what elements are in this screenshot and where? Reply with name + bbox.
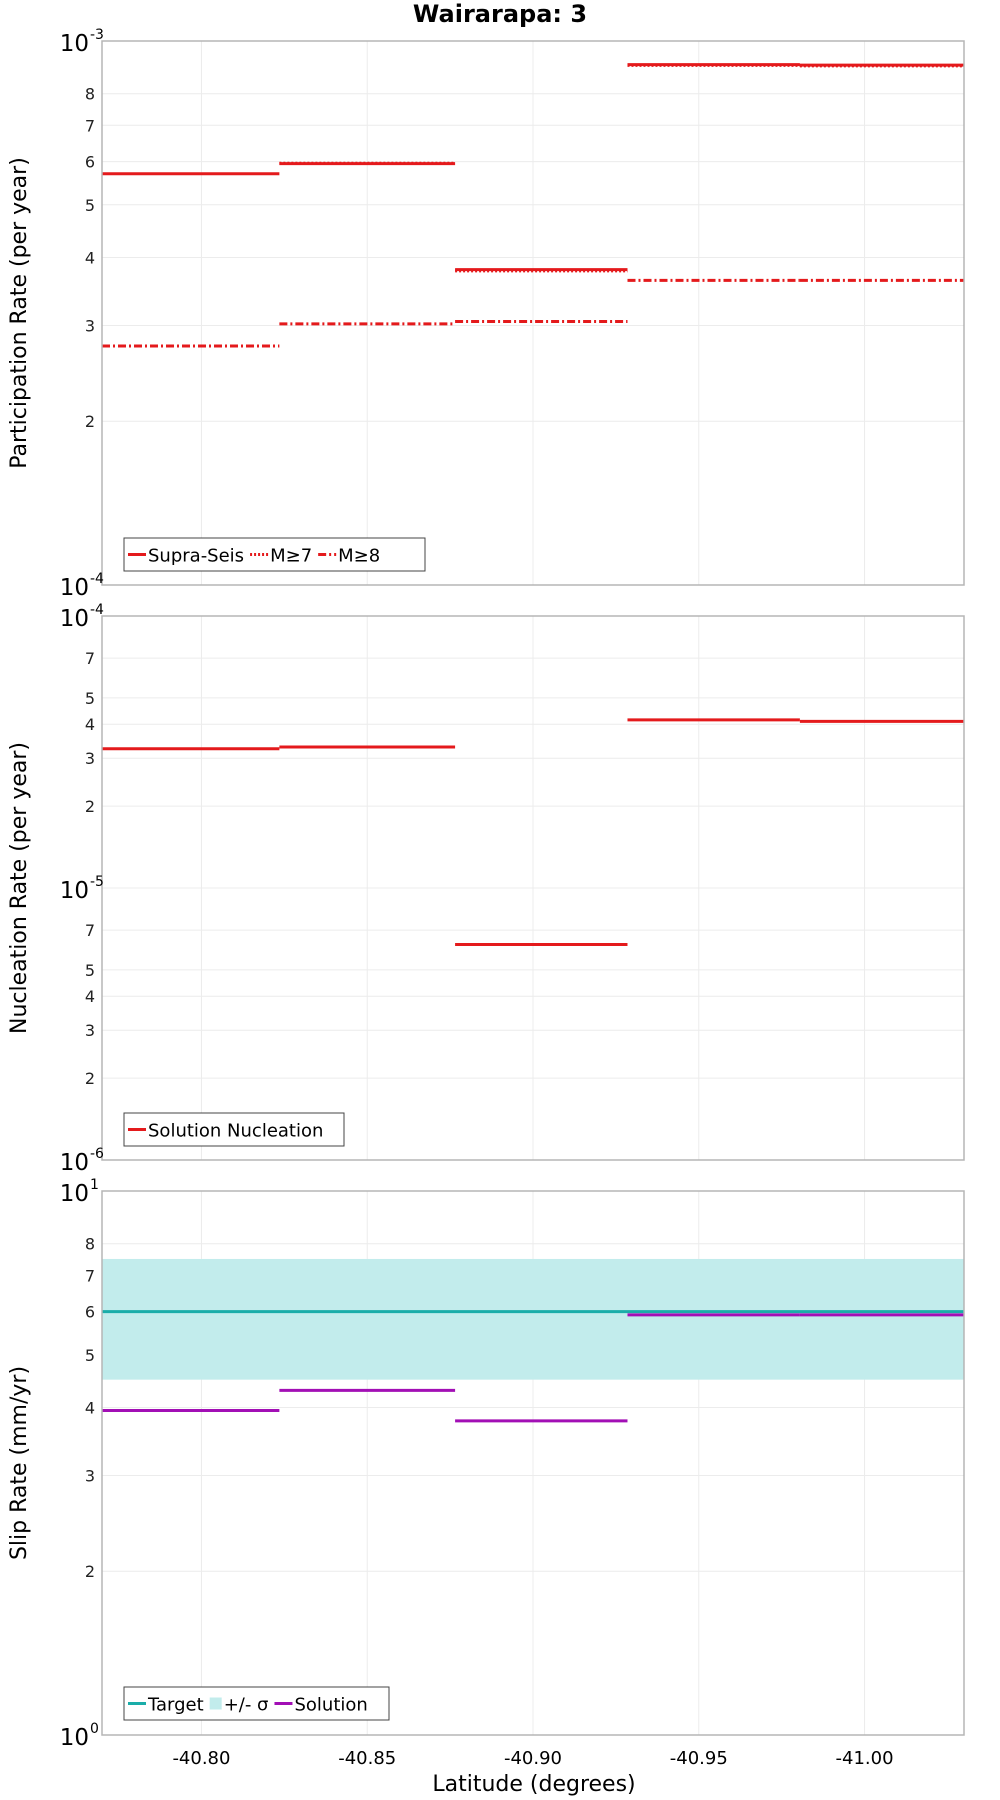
y-decade-exponent: -5 [90, 874, 104, 890]
y-decade-label: 10 [60, 575, 89, 601]
legend-box [123, 537, 426, 572]
y-tick-label: 6 [85, 1303, 95, 1322]
y-tick-label: 7 [85, 116, 95, 135]
legend-entry-label: Supra-Seis [148, 546, 244, 567]
y-tick-label: 4 [85, 248, 95, 267]
legend-entry-label: Solution [294, 1695, 367, 1716]
y-decade-label: 10 [60, 878, 89, 904]
y-tick-label: 4 [85, 715, 95, 734]
y-tick-label: 4 [85, 1398, 95, 1417]
x-tick-label: -40.90 [504, 1748, 562, 1769]
y-tick-label: 5 [85, 961, 95, 980]
x-tick-label: -41.00 [836, 1748, 894, 1769]
plot-frame [101, 615, 965, 1161]
y-axis-label: Participation Rate (per year) [7, 157, 32, 469]
y-decade-exponent: -3 [90, 27, 104, 43]
x-tick-label: -40.85 [338, 1748, 396, 1769]
y-tick-label: 6 [85, 153, 95, 172]
y-tick-label: 2 [85, 1069, 95, 1088]
chart-title: Wairarapa: 3 [413, 0, 587, 28]
legend: Solution Nucleation [123, 1112, 345, 1147]
x-tick-label: -40.95 [670, 1748, 728, 1769]
y-tick-label: 8 [85, 1235, 95, 1254]
y-tick-label: 2 [85, 412, 95, 431]
legend-entry-label: Target [147, 1695, 204, 1716]
y-tick-label: 5 [85, 689, 95, 708]
y-decade-exponent: -4 [90, 571, 104, 587]
x-tick-label: -40.80 [172, 1748, 230, 1769]
y-decade-exponent: 1 [90, 1177, 99, 1193]
y-tick-label: 3 [85, 749, 95, 768]
y-decade-exponent: -4 [90, 602, 104, 618]
y-tick-label: 4 [85, 987, 95, 1006]
plot-frame [101, 1190, 965, 1736]
y-tick-label: 3 [85, 316, 95, 335]
y-decade-label: 10 [60, 31, 89, 57]
legend-entry-label: Solution Nucleation [148, 1121, 323, 1142]
y-decade-label: 10 [60, 1725, 89, 1751]
y-axis-label: Slip Rate (mm/yr) [7, 1366, 32, 1560]
y-tick-label: 7 [85, 649, 95, 668]
legend: Target +/- σ Solution [123, 1686, 390, 1721]
y-decade-label: 10 [60, 1150, 89, 1176]
y-decade-label: 10 [60, 1181, 89, 1207]
y-tick-label: 5 [85, 196, 95, 215]
legend-entry-label: M≥7 [270, 546, 312, 567]
y-tick-label: 8 [85, 85, 95, 104]
y-tick-label: 2 [85, 1562, 95, 1581]
y-decade-label: 10 [60, 606, 89, 632]
y-tick-label: 3 [85, 1021, 95, 1040]
y-tick-label: 7 [85, 1266, 95, 1285]
y-decade-exponent: 0 [90, 1721, 99, 1737]
y-decade-exponent: -6 [90, 1146, 104, 1162]
sigma-band [102, 1258, 964, 1380]
x-axis-label: Latitude (degrees) [432, 1772, 635, 1797]
y-axis-label: Nucleation Rate (per year) [7, 742, 32, 1034]
legend-box [123, 1686, 390, 1721]
x-axis: -40.80 -40.85 -40.90 -40.95 -41.00 [172, 1748, 893, 1769]
y-tick-label: 7 [85, 921, 95, 940]
plot-frame [101, 40, 965, 586]
y-tick-label: 5 [85, 1346, 95, 1365]
legend-entry-label: M≥8 [338, 546, 380, 567]
legend-box [123, 1112, 345, 1147]
y-tick-label: 3 [85, 1466, 95, 1485]
legend-swatch [209, 1697, 222, 1710]
legend: Supra-Seis M≥7 M≥8 [123, 537, 426, 572]
legend-entry-label: +/- σ [224, 1695, 269, 1716]
y-tick-label: 2 [85, 797, 95, 816]
